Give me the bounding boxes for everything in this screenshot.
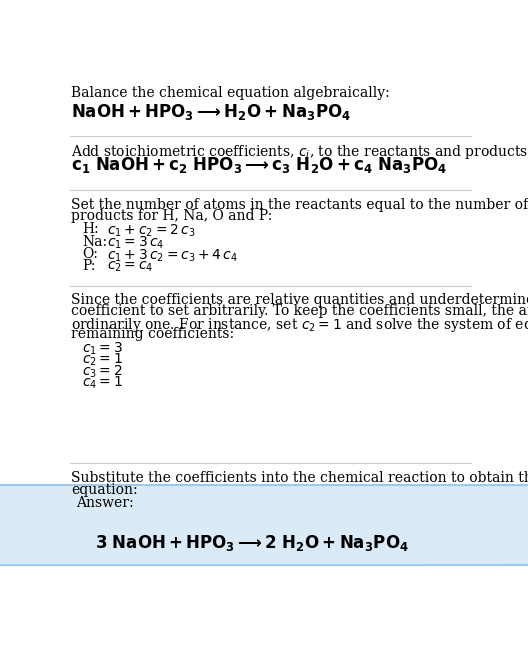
Text: Since the coefficients are relative quantities and underdetermined, choose a: Since the coefficients are relative quan… <box>71 292 528 307</box>
Text: $c_3 = 2$: $c_3 = 2$ <box>82 364 123 380</box>
Text: P:: P: <box>82 260 96 273</box>
Text: $c_2 = 1$: $c_2 = 1$ <box>82 352 123 368</box>
Text: Set the number of atoms in the reactants equal to the number of atoms in the: Set the number of atoms in the reactants… <box>71 198 528 212</box>
Text: Add stoichiometric coefficients, $c_i$, to the reactants and products:: Add stoichiometric coefficients, $c_i$, … <box>71 143 528 161</box>
Text: $c_1 + c_2 = 2\,c_3$: $c_1 + c_2 = 2\,c_3$ <box>107 222 195 239</box>
FancyBboxPatch shape <box>0 485 528 565</box>
Text: $c_1 = 3\,c_4$: $c_1 = 3\,c_4$ <box>107 235 164 251</box>
Text: equation:: equation: <box>71 483 137 497</box>
Text: $\mathbf{c_1\ NaOH + c_2\ HPO_3 \longrightarrow c_3\ H_2O + c_4\ Na_3PO_4}$: $\mathbf{c_1\ NaOH + c_2\ HPO_3 \longrig… <box>71 156 447 175</box>
Text: coefficient to set arbitrarily. To keep the coefficients small, the arbitrary va: coefficient to set arbitrarily. To keep … <box>71 304 528 318</box>
Text: O:: O: <box>82 247 98 261</box>
Text: ordinarily one. For instance, set $c_2 = 1$ and solve the system of equations fo: ordinarily one. For instance, set $c_2 =… <box>71 316 528 334</box>
Text: Answer:: Answer: <box>76 496 134 510</box>
Text: $c_2 = c_4$: $c_2 = c_4$ <box>107 260 153 274</box>
Text: $c_1 + 3\,c_2 = c_3 + 4\,c_4$: $c_1 + 3\,c_2 = c_3 + 4\,c_4$ <box>107 247 238 264</box>
Text: Balance the chemical equation algebraically:: Balance the chemical equation algebraica… <box>71 86 390 100</box>
Text: $c_4 = 1$: $c_4 = 1$ <box>82 375 123 391</box>
Text: H:: H: <box>82 222 99 237</box>
Text: Na:: Na: <box>82 235 108 249</box>
Text: $\mathbf{3\ NaOH + HPO_3 \longrightarrow 2\ H_2O + Na_3PO_4}$: $\mathbf{3\ NaOH + HPO_3 \longrightarrow… <box>95 533 409 553</box>
Text: products for H, Na, O and P:: products for H, Na, O and P: <box>71 209 272 224</box>
Text: remaining coefficients:: remaining coefficients: <box>71 327 234 341</box>
Text: $\mathbf{NaOH + HPO_3 \longrightarrow H_2O + Na_3PO_4}$: $\mathbf{NaOH + HPO_3 \longrightarrow H_… <box>71 101 351 122</box>
Text: $c_1 = 3$: $c_1 = 3$ <box>82 340 124 356</box>
Text: Substitute the coefficients into the chemical reaction to obtain the balanced: Substitute the coefficients into the che… <box>71 471 528 485</box>
